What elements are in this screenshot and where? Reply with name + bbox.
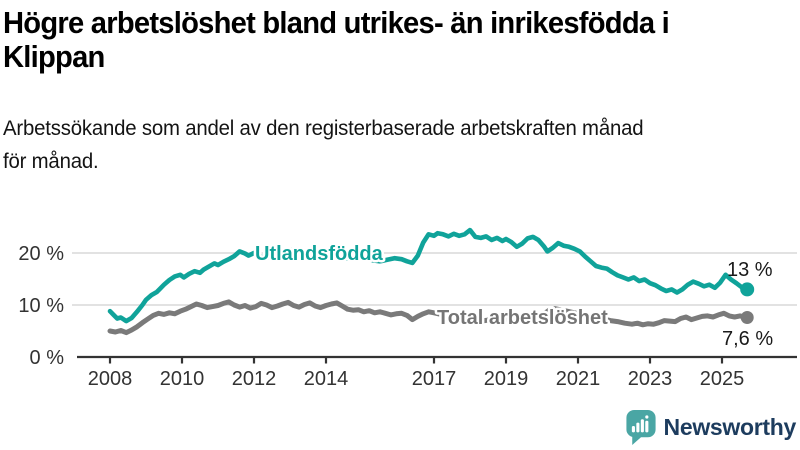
page-title-line1: Högre arbetslöshet bland utrikes- än inr… bbox=[3, 5, 670, 40]
y-axis-label: 0 % bbox=[30, 347, 65, 369]
newsworthy-logo: Newsworthy bbox=[625, 410, 797, 445]
x-axis-label: 2023 bbox=[628, 368, 673, 390]
page-subtitle-line2: för månad. bbox=[3, 150, 99, 173]
page-title: Högre arbetslöshet bland utrikes- än inr… bbox=[3, 6, 774, 74]
series-line-utlandsfodda bbox=[107, 227, 750, 324]
y-axis-label: 20 % bbox=[18, 243, 64, 265]
series-label-utlandsfodda: Utlandsfödda bbox=[255, 243, 384, 265]
x-axis-label: 2019 bbox=[484, 368, 529, 390]
y-axis-label: 10 % bbox=[18, 295, 64, 317]
x-axis-label: 2010 bbox=[160, 368, 205, 390]
x-axis-label: 2017 bbox=[412, 368, 457, 390]
series-end-dot-total bbox=[740, 310, 754, 324]
page-subtitle-line1: Arbetssökande som andel av den registerb… bbox=[3, 117, 644, 140]
newsworthy-logo-icon bbox=[625, 410, 656, 445]
page-subtitle: Arbetssökande som andel av den registerb… bbox=[3, 112, 789, 178]
x-axis-label: 2008 bbox=[88, 368, 133, 390]
series-label-total: Total arbetslöshet bbox=[437, 307, 608, 329]
page-title-line2: Klippan bbox=[3, 39, 105, 74]
newsworthy-logo-text: Newsworthy bbox=[663, 414, 797, 440]
x-axis-label: 2014 bbox=[304, 368, 349, 390]
end-value-label-total: 7,6 % bbox=[722, 328, 773, 350]
x-axis-label: 2012 bbox=[232, 368, 277, 390]
end-value-label-utlandsfodda: 13 % bbox=[727, 259, 773, 281]
series-line-total bbox=[107, 299, 750, 336]
series-end-dot-utlandsfodda bbox=[740, 282, 755, 297]
logo-bars-icon bbox=[631, 415, 648, 433]
x-axis-label: 2021 bbox=[556, 368, 601, 390]
x-axis-label: 2025 bbox=[700, 368, 745, 390]
